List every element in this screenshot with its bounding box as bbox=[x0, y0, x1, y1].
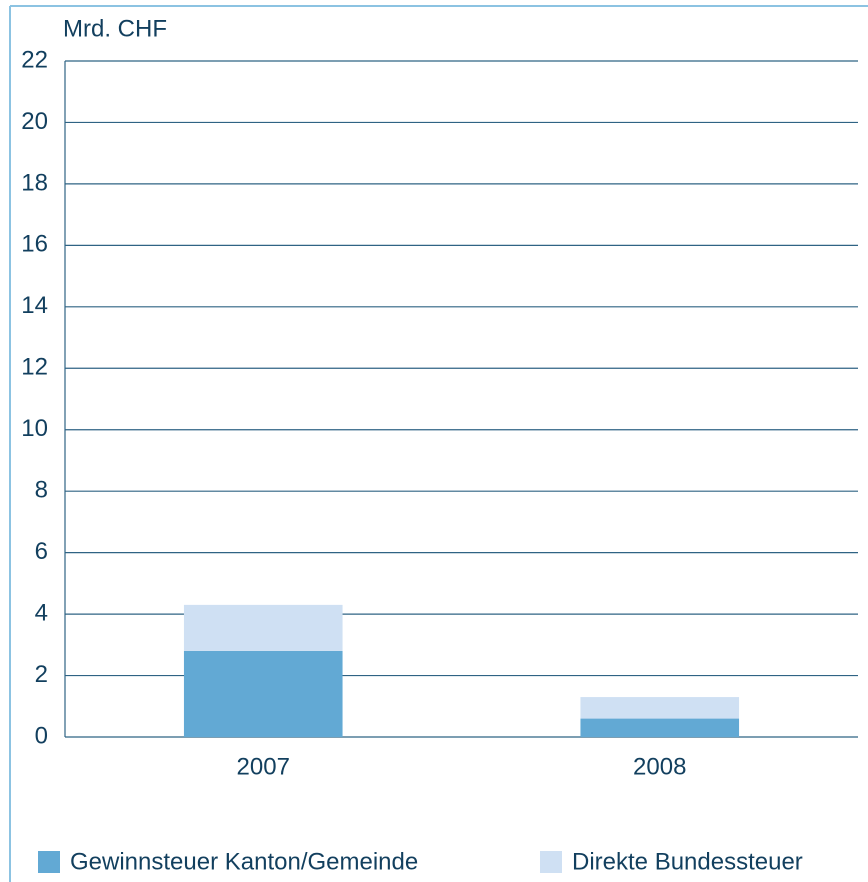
x-tick-label: 2008 bbox=[633, 753, 686, 780]
y-tick-label: 22 bbox=[21, 46, 48, 73]
y-tick-label: 0 bbox=[35, 722, 48, 749]
y-tick-label: 2 bbox=[35, 661, 48, 688]
y-tick-label: 10 bbox=[21, 415, 48, 442]
y-tick-label: 14 bbox=[21, 292, 48, 319]
bar-segment bbox=[183, 604, 343, 651]
y-axis-label: Mrd. CHF bbox=[63, 15, 167, 42]
x-tick-label: 2007 bbox=[237, 753, 290, 780]
bar-segment bbox=[580, 718, 740, 737]
y-tick-label: 8 bbox=[35, 477, 48, 504]
legend-label: Direkte Bundessteuer bbox=[572, 848, 803, 875]
legend-label: Gewinnsteuer Kanton/Gemeinde bbox=[70, 848, 418, 875]
y-tick-label: 18 bbox=[21, 169, 48, 196]
legend-swatch bbox=[38, 851, 60, 873]
legend-swatch bbox=[540, 851, 562, 873]
y-tick-label: 12 bbox=[21, 354, 48, 381]
y-tick-label: 4 bbox=[35, 599, 48, 626]
bar-segment bbox=[580, 697, 740, 719]
bar-segment bbox=[183, 650, 343, 737]
y-tick-label: 6 bbox=[35, 538, 48, 565]
y-tick-label: 20 bbox=[21, 108, 48, 135]
y-tick-label: 16 bbox=[21, 231, 48, 258]
